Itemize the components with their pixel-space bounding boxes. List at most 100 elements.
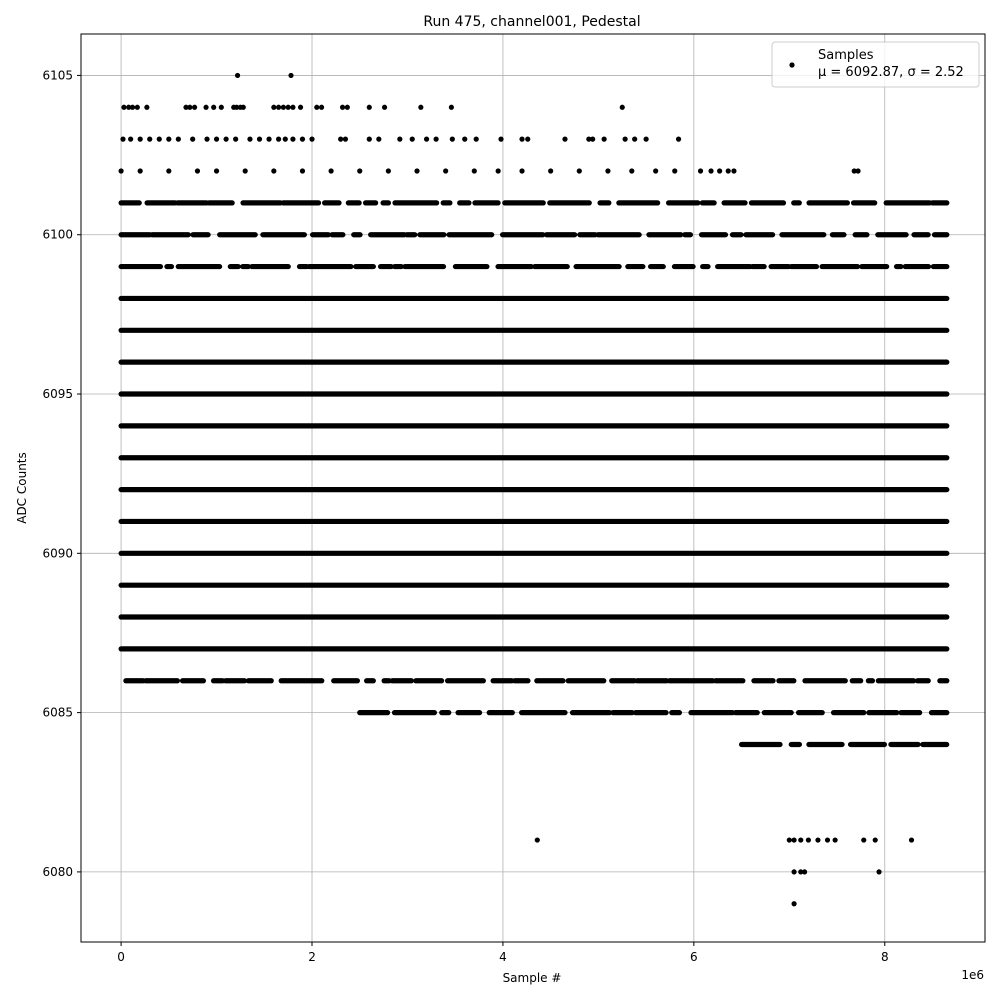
legend-series-label: Samples — [818, 48, 874, 63]
x-axis-offset-label: 1e6 — [961, 968, 984, 982]
sample-point — [675, 136, 682, 142]
sample-point — [622, 136, 628, 142]
sample-point — [126, 104, 132, 110]
sample-point — [282, 136, 288, 142]
legend: Samples μ = 6092.87, σ = 2.52 — [771, 41, 980, 88]
sample-point — [234, 72, 241, 79]
y-tick-label: 6095 — [42, 387, 73, 401]
sample-point — [605, 168, 611, 174]
sample-point — [309, 136, 315, 142]
sample-point — [247, 136, 253, 142]
sample-point — [397, 136, 403, 142]
x-axis-label: Sample # — [503, 971, 562, 985]
sample-point — [366, 136, 372, 142]
sample-point — [218, 104, 224, 110]
sample-point — [128, 136, 134, 142]
sample-point — [342, 136, 349, 142]
sample-point — [166, 168, 172, 174]
sample-point — [872, 837, 878, 843]
sample-point — [213, 168, 220, 174]
sample-point — [449, 136, 455, 142]
sample-point — [147, 136, 153, 142]
sample-point — [443, 168, 449, 174]
sample-point — [851, 168, 857, 174]
sample-point — [801, 869, 808, 875]
legend-stats-label: μ = 6092.87, σ = 2.52 — [818, 65, 964, 80]
sample-point — [423, 136, 430, 142]
sample-point — [175, 136, 181, 142]
sample-point — [314, 104, 320, 110]
y-tick-label: 6105 — [42, 68, 73, 82]
sample-point — [276, 136, 282, 142]
sample-point — [297, 104, 304, 110]
sample-point — [290, 104, 296, 110]
sample-point — [276, 104, 282, 110]
sample-point — [290, 136, 296, 142]
sample-point — [187, 104, 193, 110]
sample-point — [256, 136, 263, 142]
x-tick-label: 2 — [308, 950, 316, 964]
sample-point — [409, 136, 415, 142]
sample-point — [194, 168, 201, 174]
sample-point — [137, 136, 143, 142]
sample-point — [798, 837, 804, 843]
sample-point — [519, 136, 525, 142]
sample-point — [156, 136, 162, 142]
x-tick-label: 8 — [881, 950, 889, 964]
sample-point — [280, 104, 286, 110]
sample-point — [271, 104, 277, 110]
sample-point — [376, 136, 382, 142]
sample-point — [120, 136, 126, 142]
sample-point — [144, 104, 150, 110]
y-tick-label: 6085 — [42, 706, 73, 720]
sample-point — [183, 104, 189, 110]
sample-point — [576, 168, 582, 174]
sample-point — [471, 168, 477, 174]
sample-point — [473, 136, 479, 142]
sample-point — [134, 104, 140, 110]
sample-point — [519, 168, 525, 174]
y-axis-label: ADC Counts — [15, 452, 29, 524]
sample-point — [381, 104, 388, 110]
sample-point — [672, 168, 678, 174]
sample-point — [525, 136, 531, 142]
sample-point — [805, 837, 812, 843]
sample-point — [876, 869, 882, 875]
sample-point — [285, 104, 291, 110]
sample-point — [548, 168, 554, 174]
sample-point — [632, 136, 638, 142]
sample-point — [791, 901, 797, 907]
sample-point — [786, 837, 792, 843]
sample-point — [233, 136, 239, 142]
sample-point — [534, 837, 540, 843]
sample-point — [601, 136, 607, 142]
y-tick-label: 6080 — [42, 865, 73, 879]
sample-point — [233, 104, 240, 110]
sample-point — [339, 104, 346, 110]
y-tick-label: 6090 — [42, 546, 73, 560]
sample-point — [498, 136, 504, 142]
y-tick-label: 6100 — [42, 228, 73, 242]
sample-point — [495, 168, 501, 174]
sample-point — [590, 136, 596, 142]
legend-marker — [789, 62, 795, 68]
sample-point — [832, 837, 838, 843]
sample-point — [213, 136, 220, 142]
sample-point — [137, 168, 143, 174]
x-tick-label: 0 — [117, 950, 125, 964]
sample-point — [118, 168, 124, 174]
x-tick-label: 4 — [499, 950, 507, 964]
sample-point — [798, 869, 804, 875]
sample-point — [697, 168, 704, 174]
sample-point — [338, 136, 344, 142]
sample-point — [357, 168, 363, 174]
sample-point — [299, 168, 306, 174]
sample-point — [344, 104, 350, 110]
sample-point — [211, 104, 217, 110]
sample-point — [433, 136, 439, 142]
data-points — [118, 72, 950, 907]
sample-point — [318, 104, 325, 110]
sample-point — [223, 136, 229, 142]
sample-point — [708, 168, 714, 174]
